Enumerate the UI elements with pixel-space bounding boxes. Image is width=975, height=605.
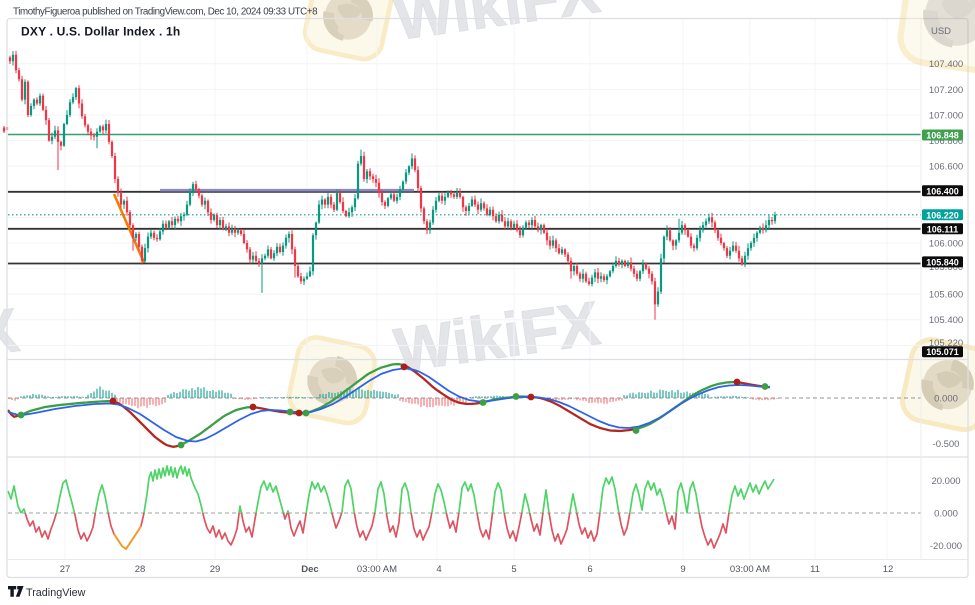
svg-text:105.400: 105.400 [929, 315, 963, 326]
svg-text:0.000: 0.000 [934, 508, 958, 519]
svg-text:106.800: 106.800 [929, 136, 963, 147]
svg-text:106.400: 106.400 [926, 186, 959, 196]
svg-text:105.220: 105.220 [929, 338, 963, 349]
svg-text:106.111: 106.111 [927, 224, 959, 234]
svg-text:105.071: 105.071 [926, 347, 959, 357]
svg-text:105.840: 105.840 [926, 257, 959, 267]
svg-text:03:00 AM: 03:00 AM [357, 564, 397, 575]
svg-text:9: 9 [680, 564, 685, 575]
svg-text:USD: USD [931, 26, 951, 37]
svg-text:DXY . U.S. Dollar Index . 1h: DXY . U.S. Dollar Index . 1h [21, 25, 180, 39]
svg-text:TimothyFigueroa published on T: TimothyFigueroa published on TradingView… [13, 7, 318, 18]
svg-text:27: 27 [60, 564, 71, 575]
svg-text:106.848: 106.848 [926, 131, 959, 141]
svg-text:29: 29 [210, 564, 221, 575]
svg-text:-0.500: -0.500 [933, 439, 960, 450]
svg-text:20.000: 20.000 [931, 476, 960, 487]
svg-text:28: 28 [135, 564, 146, 575]
svg-text:106.220: 106.220 [926, 210, 959, 220]
svg-text:-20.000: -20.000 [930, 541, 962, 552]
svg-text:105.600: 105.600 [929, 290, 963, 301]
svg-text:107.400: 107.400 [929, 59, 963, 70]
svg-text:TradingView: TradingView [26, 587, 86, 599]
svg-text:Dec: Dec [301, 564, 318, 575]
svg-text:6: 6 [587, 564, 592, 575]
svg-text:107.000: 107.000 [929, 110, 963, 121]
svg-text:11: 11 [810, 564, 820, 575]
svg-text:12: 12 [883, 564, 894, 575]
svg-text:4: 4 [436, 564, 441, 575]
svg-text:105.800: 105.800 [929, 262, 963, 273]
svg-text:107.200: 107.200 [929, 85, 963, 96]
svg-text:0.000: 0.000 [934, 393, 958, 404]
svg-text:106.600: 106.600 [929, 162, 963, 173]
svg-text:03:00 AM: 03:00 AM [730, 564, 770, 575]
svg-text:106.000: 106.000 [929, 238, 963, 249]
svg-text:5: 5 [511, 564, 516, 575]
